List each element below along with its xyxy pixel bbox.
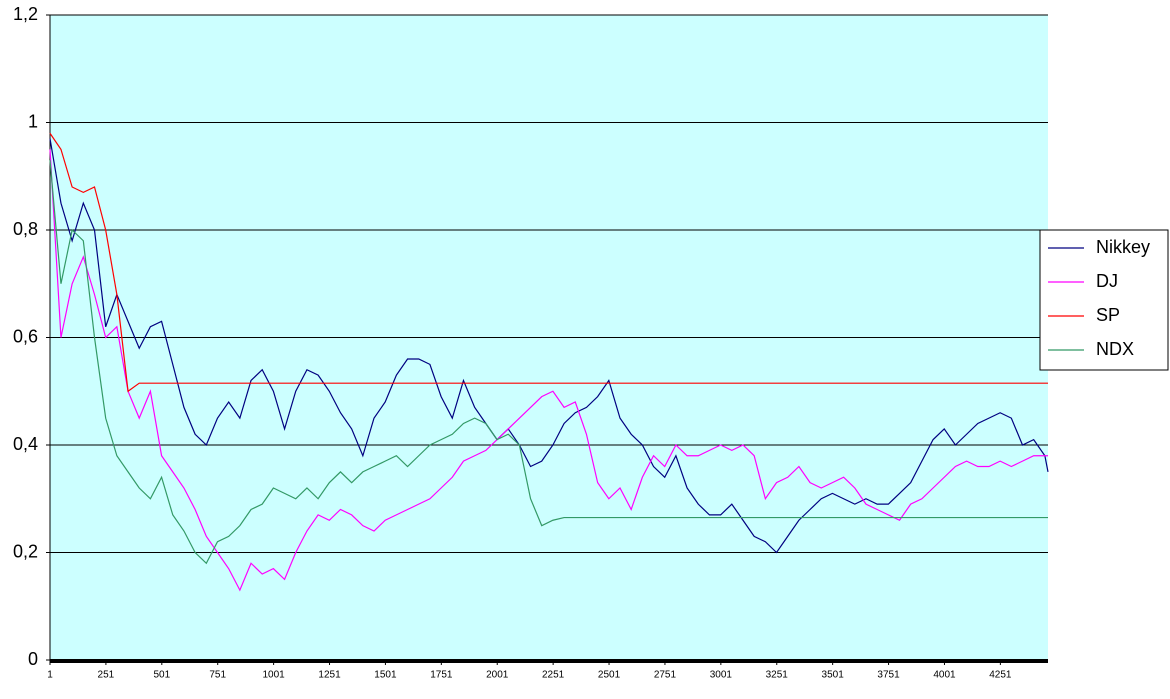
y-tick-label: 0,8 — [13, 219, 38, 239]
x-tick-label: 3501 — [822, 670, 845, 681]
series-line — [49, 132, 1048, 393]
y-tick-label: 1,2 — [13, 4, 38, 24]
x-tick-label: 251 — [98, 670, 115, 681]
x-tick-label: 2501 — [598, 670, 621, 681]
legend-label: NDX — [1096, 339, 1134, 359]
y-tick-label: 0,6 — [13, 326, 38, 346]
x-tick-label: 4001 — [933, 670, 956, 681]
x-tick-label: 1751 — [430, 670, 453, 681]
x-tick-label: 2001 — [486, 670, 509, 681]
x-tick-label: 3751 — [877, 670, 900, 681]
legend-box — [1039, 229, 1169, 371]
series-line — [49, 138, 1049, 554]
x-tick-label: 2751 — [654, 670, 677, 681]
x-tick-label: 2251 — [542, 670, 565, 681]
x-tick-label: 1 — [47, 670, 53, 681]
series-line — [49, 160, 1048, 565]
x-tick-label: 501 — [153, 670, 170, 681]
x-tick-label: 4251 — [989, 670, 1012, 681]
x-tick-label: 1001 — [262, 670, 285, 681]
legend-label: Nikkey — [1096, 237, 1150, 257]
series-line — [49, 149, 1048, 592]
x-tick-label: 1501 — [374, 670, 397, 681]
y-tick-label: 1 — [28, 111, 38, 131]
x-tick-label: 1251 — [318, 670, 341, 681]
x-tick-label: 3001 — [710, 670, 733, 681]
y-tick-label: 0 — [28, 649, 38, 669]
x-tick-label: 3251 — [766, 670, 789, 681]
legend-label: SP — [1096, 305, 1120, 325]
legend-label: DJ — [1096, 271, 1118, 291]
y-tick-label: 0,4 — [13, 434, 38, 454]
y-tick-label: 0,2 — [13, 541, 38, 561]
x-tick-label: 751 — [209, 670, 226, 681]
